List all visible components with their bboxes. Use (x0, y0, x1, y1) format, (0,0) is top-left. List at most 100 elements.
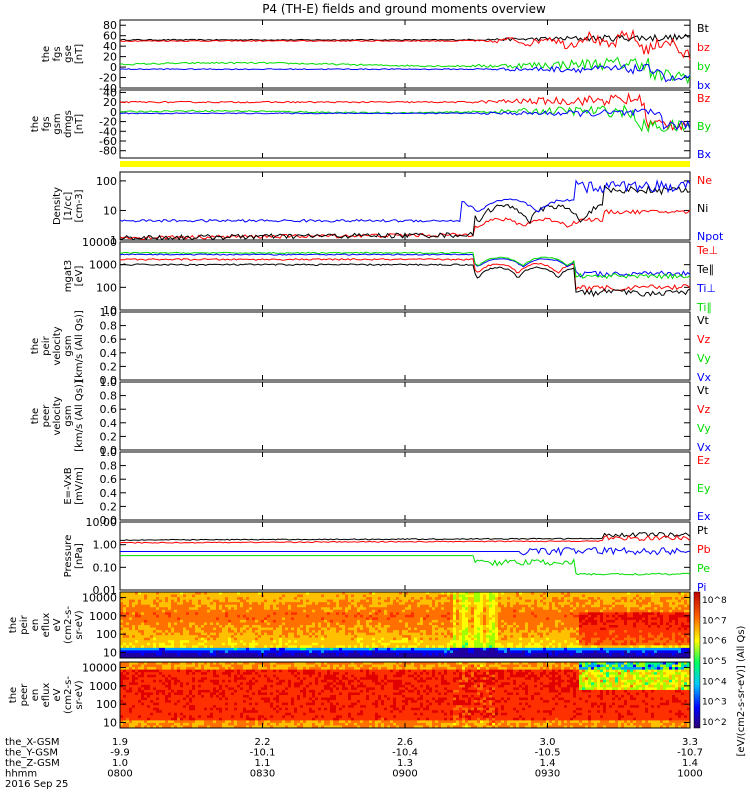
heatmap-cell (624, 647, 628, 651)
heatmap-cell (507, 597, 511, 601)
heatmap-cell (324, 645, 328, 649)
heatmap-cell (456, 599, 460, 603)
heatmap-cell (189, 637, 193, 641)
heatmap-cell (393, 632, 397, 636)
heatmap-cell (297, 637, 301, 641)
heatmap-cell (474, 642, 478, 646)
heatmap-cell (174, 602, 178, 606)
y-tick-label: 40 (103, 40, 117, 53)
heatmap-cell (483, 602, 487, 606)
heatmap-cell (195, 617, 199, 621)
heatmap-cell (279, 592, 283, 595)
heatmap-cell (336, 645, 340, 649)
y-tick-label: 1.0 (100, 376, 118, 389)
heatmap-cell (453, 609, 457, 613)
heatmap-cell (633, 612, 637, 616)
heatmap-cell (240, 632, 244, 636)
heatmap-cell (216, 597, 220, 601)
heatmap-cell (186, 652, 190, 656)
heatmap-cell (279, 619, 283, 623)
heatmap-cell (567, 637, 571, 641)
heatmap-cell (264, 635, 268, 639)
heatmap-cell (216, 614, 220, 618)
heatmap-cell (210, 599, 214, 603)
heatmap-cell (519, 640, 523, 644)
heatmap-cell (645, 612, 649, 616)
heatmap-cell (324, 647, 328, 651)
heatmap-cell (399, 625, 403, 628)
heatmap-cell (312, 625, 316, 628)
heatmap-cell (219, 652, 223, 656)
heatmap-cell (645, 655, 649, 659)
heatmap-cell (471, 602, 475, 606)
heatmap-cell (549, 597, 553, 601)
heatmap-cell (393, 655, 397, 659)
heatmap-cell (588, 640, 592, 644)
heatmap-cell (633, 645, 637, 649)
heatmap-cell (573, 652, 577, 656)
heatmap-cell (306, 630, 310, 634)
heatmap-cell (423, 614, 427, 618)
heatmap-cell (156, 599, 160, 603)
heatmap-cell (585, 617, 589, 621)
heatmap-cell (555, 630, 559, 634)
heatmap-cell (585, 635, 589, 639)
heatmap-cell (294, 619, 298, 623)
heatmap-cell (573, 645, 577, 649)
heatmap-cell (225, 617, 229, 621)
heatmap-cell (579, 635, 583, 639)
heatmap-cell (156, 655, 160, 659)
heatmap-cell (177, 594, 181, 598)
heatmap-cell (351, 630, 355, 634)
y-ticks-peer_velocity: 1.00.80.60.40.20.0 (100, 376, 690, 457)
heatmap-cell (294, 650, 298, 654)
heatmap-cell (354, 612, 358, 616)
heatmap-cell (630, 614, 634, 618)
heatmap-cell (405, 602, 409, 606)
heatmap-cell (435, 612, 439, 616)
heatmap-cell (603, 640, 607, 644)
heatmap-cell (528, 637, 532, 641)
heatmap-cell (366, 617, 370, 621)
heatmap-cell (372, 655, 376, 659)
heatmap-cell (267, 650, 271, 654)
heatmap-cell (267, 602, 271, 606)
heatmap-cell (384, 622, 388, 626)
heatmap-cell (261, 650, 265, 654)
heatmap-cell (231, 650, 235, 654)
heatmap-cell (234, 602, 238, 606)
heatmap-cell (429, 645, 433, 649)
heatmap-cell (243, 617, 247, 621)
heatmap-cell (357, 627, 361, 631)
heatmap-cell (477, 632, 481, 636)
heatmap-cell (612, 622, 616, 626)
heatmap-cell (225, 652, 229, 656)
heatmap-cell (165, 647, 169, 651)
heatmap-cell (129, 630, 133, 634)
heatmap-cell (576, 632, 580, 636)
heatmap-cell (165, 645, 169, 649)
heatmap-cell (189, 597, 193, 601)
heatmap-cell (474, 594, 478, 598)
heatmap-cell (657, 604, 661, 608)
heatmap-cell (582, 652, 586, 656)
heatmap-cell (306, 609, 310, 613)
heatmap-cell (285, 622, 289, 626)
heatmap-cell (492, 645, 496, 649)
heatmap-cell (126, 609, 130, 613)
heatmap-cell (543, 594, 547, 598)
heatmap-cell (354, 635, 358, 639)
heatmap-cell (144, 619, 148, 623)
heatmap-cell (654, 617, 658, 621)
heatmap-cell (654, 604, 658, 608)
heatmap-cell (585, 604, 589, 608)
heatmap-cell (402, 597, 406, 601)
heatmap-cell (438, 625, 442, 628)
heatmap-cell (342, 650, 346, 654)
heatmap-cell (174, 597, 178, 601)
heatmap-cell (288, 650, 292, 654)
heatmap-cell (315, 597, 319, 601)
heatmap-cell (120, 609, 124, 613)
heatmap-cell (438, 630, 442, 634)
heatmap-cell (558, 632, 562, 636)
